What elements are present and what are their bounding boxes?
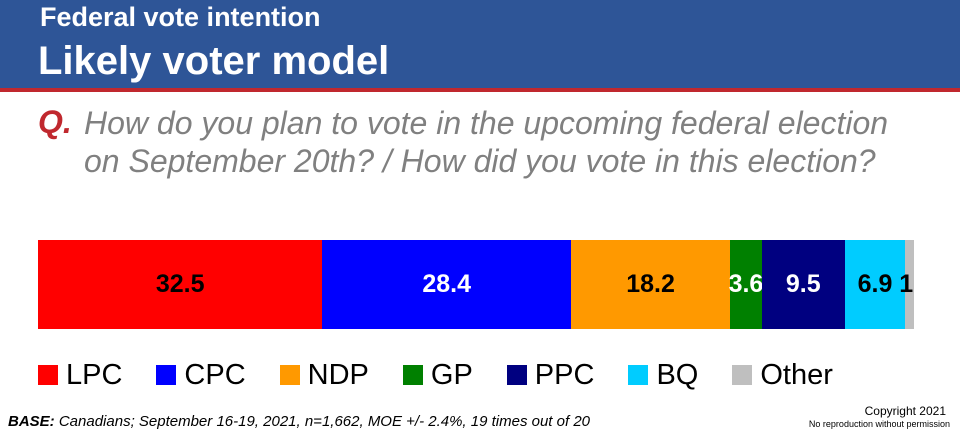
legend-swatch-ndp bbox=[279, 365, 300, 385]
bar-segment-other bbox=[905, 240, 914, 329]
legend-item-cpc: CPC bbox=[156, 358, 246, 392]
legend-item-ndp: NDP bbox=[279, 358, 369, 392]
stacked-bar-chart: 32.5 28.4 18.2 3.6 9.5 6.9 1 bbox=[38, 240, 914, 329]
legend-item-ppc: PPC bbox=[506, 358, 595, 392]
legend-label-lpc: LPC bbox=[66, 358, 123, 391]
base-text: Canadians; September 16-19, 2021, n=1,66… bbox=[58, 413, 591, 430]
legend-label-bq: BQ bbox=[656, 358, 699, 391]
data-label-ndp: 18.2 bbox=[626, 270, 675, 298]
legend-swatch-ppc bbox=[506, 365, 527, 385]
bar-segment-cpc bbox=[322, 240, 571, 329]
data-label-lpc: 32.5 bbox=[155, 270, 205, 298]
bar-segment-gp bbox=[730, 240, 762, 329]
divider bbox=[0, 88, 960, 92]
data-label-other: 1 bbox=[899, 270, 914, 298]
legend-label-gp: GP bbox=[430, 358, 473, 391]
base-note: BASE: Canadians; September 16-19, 2021, … bbox=[8, 413, 590, 430]
title-banner: Federal vote intention Likely voter mode… bbox=[0, 0, 960, 88]
data-label-gp: 3.6 bbox=[728, 270, 764, 298]
legend-label-cpc: CPC bbox=[184, 358, 246, 391]
copyright: Copyright 2021 bbox=[864, 404, 946, 418]
legend-swatch-cpc bbox=[156, 365, 177, 385]
no-reproduction-note: No reproduction without permission bbox=[808, 419, 950, 429]
chart-legend: LPC CPC NDP GP PPC BQ Other bbox=[38, 357, 833, 393]
legend-swatch-bq bbox=[628, 365, 649, 385]
question-label: Q. bbox=[38, 104, 72, 140]
question-text: How do you plan to vote in the upcoming … bbox=[84, 105, 889, 179]
legend-label-ndp: NDP bbox=[307, 358, 369, 391]
bar-segment-bq bbox=[844, 240, 906, 329]
title-line-2: Likely voter model bbox=[38, 39, 390, 83]
title-line-1: Federal vote intention bbox=[40, 2, 321, 32]
legend-item-gp: GP bbox=[402, 358, 473, 392]
legend-label-ppc: PPC bbox=[534, 358, 595, 391]
bar-segment-ppc bbox=[761, 240, 845, 329]
bar-segment-lpc bbox=[38, 240, 323, 329]
legend-swatch-other bbox=[732, 365, 753, 385]
legend-item-bq: BQ bbox=[628, 359, 698, 392]
data-label-bq: 6.9 bbox=[857, 270, 893, 298]
base-label: BASE: bbox=[8, 413, 55, 430]
legend-swatch-lpc bbox=[38, 365, 58, 385]
legend-label-other: Other bbox=[760, 358, 833, 391]
legend-swatch-gp bbox=[402, 365, 423, 385]
legend-item-lpc: LPC bbox=[38, 359, 122, 392]
bar-segment-ndp bbox=[570, 240, 731, 329]
legend-item-other: Other bbox=[732, 359, 833, 392]
data-label-ppc: 9.5 bbox=[785, 270, 821, 298]
data-label-cpc: 28.4 bbox=[422, 270, 471, 298]
